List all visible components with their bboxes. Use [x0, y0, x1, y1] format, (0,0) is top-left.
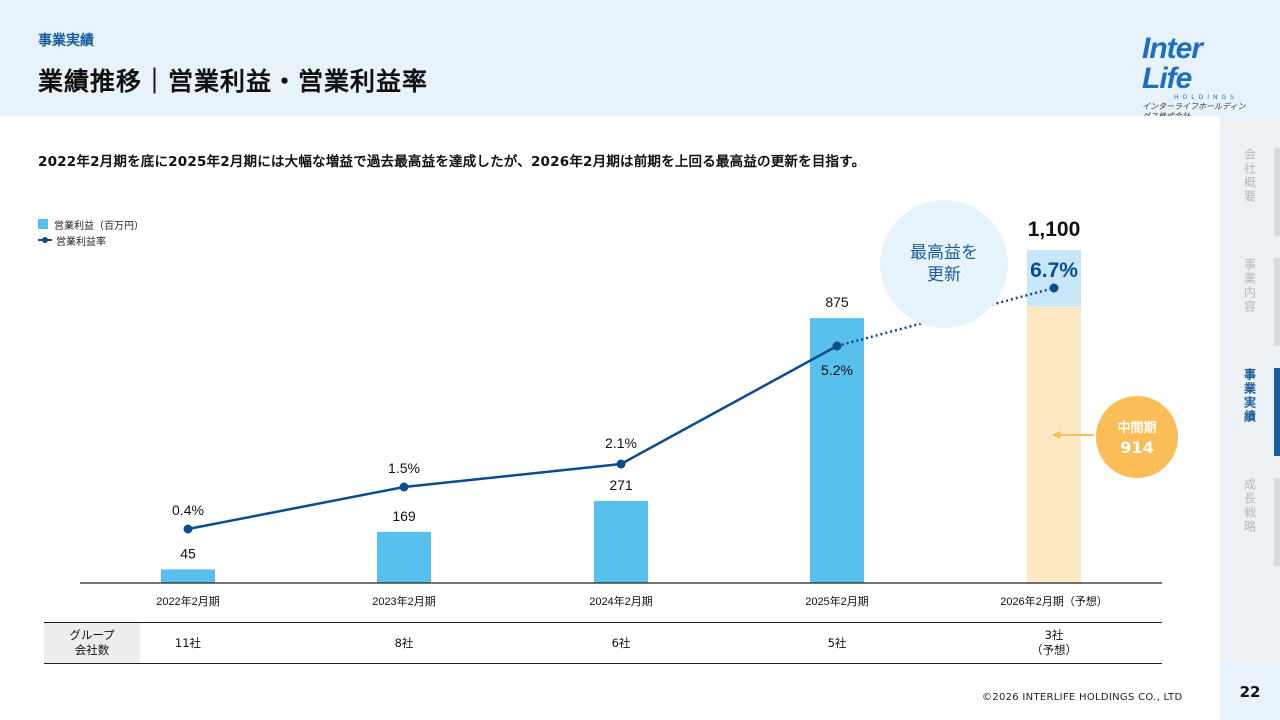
bar-value-label: 45	[180, 545, 196, 561]
group-cell-count: 8社	[394, 635, 414, 650]
bar-value-label: 875	[825, 294, 849, 310]
company-logo: Inter Life HOLDINGS インターライフホールディングス株式会社	[1142, 34, 1252, 122]
nav-indicator	[1274, 148, 1280, 236]
interim-badge: 中間期 914	[1096, 396, 1178, 478]
bar	[377, 531, 431, 583]
group-cell-count: 6社	[611, 635, 631, 650]
line-point	[183, 524, 193, 534]
group-cell-count: 5社	[827, 635, 847, 650]
logo-sub: HOLDINGS	[1174, 94, 1238, 101]
legend-bar-label: 営業利益（百万円）	[54, 220, 144, 232]
x-tick-label: 2022年2月期	[156, 594, 220, 608]
record-badge-line1: 最高益を	[910, 243, 978, 263]
copyright: ©2026 INTERLIFE HOLDINGS CO., LTD	[982, 692, 1183, 703]
bar-forecast-interim	[1027, 306, 1081, 583]
bar	[810, 318, 864, 583]
bar-value-label: 271	[609, 477, 633, 493]
line-series	[187, 344, 838, 531]
line-point	[399, 482, 409, 492]
nav-indicator	[1274, 258, 1280, 346]
record-profit-badge: 最高益を 更新	[880, 200, 1008, 328]
group-cell: 3社 （予想）	[994, 623, 1114, 663]
nav-growth-strategy[interactable]: 成長戦略	[1220, 478, 1280, 566]
line-point	[1049, 283, 1059, 293]
legend-bar-swatch	[38, 219, 48, 229]
x-tick-label: 2026年2月期（予想）	[1000, 594, 1108, 608]
nav-label: 成長戦略	[1242, 478, 1257, 534]
nav-business-results[interactable]: 事業実績	[1220, 368, 1280, 456]
line-point	[616, 459, 626, 469]
group-cell-count: 3社	[1044, 628, 1064, 642]
line-point	[832, 341, 842, 351]
record-badge-line2: 更新	[927, 265, 961, 285]
bar-value-label: 169	[392, 508, 416, 524]
group-cell-count: 11社	[174, 635, 202, 650]
group-cell: 11社	[128, 623, 248, 663]
legend-line-label: 営業利益率	[56, 236, 106, 248]
group-company-table: グループ 会社数 11社 8社 6社 5社 3社 （予想）	[44, 622, 1162, 664]
bar	[161, 569, 215, 583]
profit-chart: 45 169 271 875 1,100 2022年2月期 2023年2月期 2024年2月期…	[80, 218, 1162, 608]
header: 事業実績 業績推移｜営業利益・営業利益率 Inter Life HOLDINGS…	[0, 0, 1280, 122]
bar	[594, 500, 648, 583]
line-value-label: 1.5%	[388, 460, 420, 476]
group-cell: 8社	[344, 623, 464, 663]
legend-line-marker	[38, 237, 52, 243]
interim-badge-value: 914	[1120, 438, 1154, 457]
page-number: 22	[1239, 683, 1261, 701]
interim-arrow-head	[1052, 431, 1060, 439]
legend-bar: 営業利益（百万円）	[38, 216, 144, 232]
summary-text: 2022年2月期を底に2025年2月期には大幅な増益で過去最高益を達成したが、2…	[38, 154, 866, 170]
line-value-label: 6.7%	[1030, 259, 1078, 282]
nav-business-content[interactable]: 事業内容	[1220, 258, 1280, 346]
group-header-line2: 会社数	[74, 643, 110, 657]
group-cell: 5社	[777, 623, 897, 663]
nav-indicator	[1274, 368, 1280, 456]
x-tick-label: 2023年2月期	[372, 594, 436, 608]
bar-forecast-upper	[1027, 250, 1081, 307]
x-tick-label: 2025年2月期	[805, 594, 869, 608]
group-cell-note: （予想）	[1031, 643, 1077, 657]
line-value-label: 5.2%	[821, 362, 853, 378]
side-navigation: 会社概要 事業内容 事業実績 成長戦略	[1220, 116, 1280, 664]
group-table-header: グループ 会社数	[44, 623, 140, 663]
nav-label: 事業実績	[1242, 368, 1257, 424]
page-title: 業績推移｜営業利益・営業利益率	[38, 67, 429, 96]
nav-label: 事業内容	[1242, 258, 1257, 314]
content-area: 2022年2月期を底に2025年2月期には大幅な増益で過去最高益を達成したが、2…	[0, 116, 1220, 720]
interim-badge-label: 中間期	[1117, 421, 1157, 436]
group-header-line1: グループ	[69, 628, 115, 642]
section-label: 事業実績	[38, 33, 94, 49]
chart-legend: 営業利益（百万円） 営業利益率	[38, 216, 144, 248]
nav-label: 会社概要	[1242, 148, 1257, 204]
line-value-label: 2.1%	[605, 435, 637, 451]
nav-indicator	[1274, 478, 1280, 566]
logo-main: Inter Life	[1142, 32, 1203, 95]
group-cell: 6社	[561, 623, 681, 663]
bar-value-label: 1,100	[1028, 218, 1081, 241]
line-value-label: 0.4%	[172, 502, 204, 518]
legend-line: 営業利益率	[38, 232, 144, 248]
nav-company-overview[interactable]: 会社概要	[1220, 148, 1280, 236]
x-tick-label: 2024年2月期	[589, 594, 653, 608]
